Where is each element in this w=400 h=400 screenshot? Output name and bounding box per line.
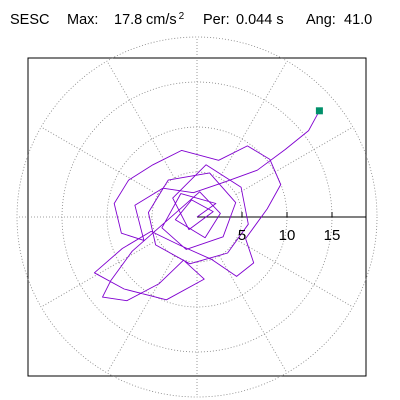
grid-spoke (40, 239, 159, 308)
grid-spoke (235, 239, 354, 308)
grid-spoke (235, 126, 354, 195)
max-unit-exponent: 2 (178, 11, 185, 22)
grid-spoke (106, 255, 175, 374)
grid-spoke (40, 126, 159, 195)
trace-line (93, 110, 320, 302)
axes (197, 212, 366, 218)
grid-ring (16, 36, 378, 398)
grid-spoke (219, 255, 288, 374)
max-unit-text: cm/s (146, 12, 177, 28)
radial-tick-label: 10 (279, 227, 296, 244)
radial-tick-label: 15 (324, 227, 341, 244)
tick-labels: 5 10 15 (238, 227, 341, 244)
end-point-marker (315, 107, 323, 115)
max-value: 17.8 (114, 12, 143, 28)
trace (93, 107, 323, 302)
period-value: 0.044 s (236, 12, 284, 28)
angle-value: 41.0 (344, 12, 373, 28)
grid-spoke (219, 60, 288, 179)
grid-spoke (106, 60, 175, 179)
max-label: Max: (67, 12, 99, 28)
angle-label: Ang: (306, 12, 336, 28)
max-unit: cm/s 2 (146, 11, 185, 28)
period-label: Per: (203, 12, 230, 28)
radial-tick-label: 5 (238, 227, 246, 244)
station-code: SESC (10, 12, 50, 28)
